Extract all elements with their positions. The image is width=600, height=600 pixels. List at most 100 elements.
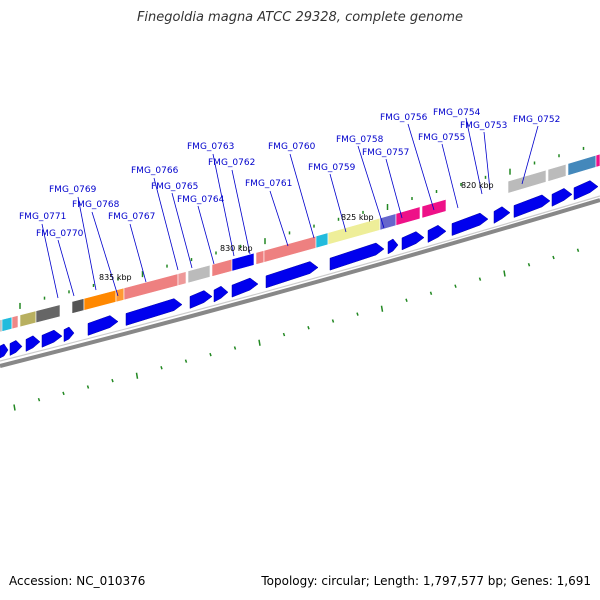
label-leader-line xyxy=(212,153,235,257)
label-leader-line xyxy=(153,177,179,271)
label-leader-line xyxy=(129,223,147,283)
feature-block xyxy=(567,154,597,176)
feature-block xyxy=(1,316,13,332)
label-leader-line xyxy=(357,145,385,229)
feature-block xyxy=(35,304,61,324)
feature-block xyxy=(123,273,179,301)
label-leader-line xyxy=(171,192,193,269)
label-leader-line xyxy=(91,211,119,297)
feature-block xyxy=(115,287,125,303)
genome-title: Finegoldia magna ATCC 29328, complete ge… xyxy=(136,10,464,25)
gene-arrow xyxy=(63,326,75,343)
gene-label[interactable]: FMG_0763 xyxy=(187,142,234,152)
gene-label[interactable]: FMG_0766 xyxy=(131,166,179,176)
label-leader-line xyxy=(385,158,403,219)
scale-tick xyxy=(552,255,555,260)
scale-tick xyxy=(576,248,580,252)
gene-label[interactable]: FMG_0769 xyxy=(49,185,97,195)
gene-label[interactable]: FMG_0764 xyxy=(177,195,225,205)
scale-tick xyxy=(380,305,384,312)
scale-tick xyxy=(405,298,408,302)
gene-label[interactable]: FMG_0760 xyxy=(268,142,316,152)
scale-tick xyxy=(331,319,335,323)
gene-arrow xyxy=(87,315,119,336)
scale-tick xyxy=(282,332,286,337)
feature-block xyxy=(595,153,600,168)
gene-label[interactable]: FMG_0762 xyxy=(208,158,255,168)
gene-arrow xyxy=(213,285,229,303)
gene-arrow-track xyxy=(0,180,599,359)
gene-label[interactable]: FMG_0768 xyxy=(72,200,120,210)
gene-label[interactable]: FMG_0756 xyxy=(380,113,428,123)
gene-label[interactable]: FMG_0752 xyxy=(513,115,560,125)
label-leader-line xyxy=(41,223,59,299)
gene-arrow xyxy=(551,188,573,207)
gene-label[interactable]: FMG_0755 xyxy=(418,133,465,143)
gene-label[interactable]: FMG_0759 xyxy=(308,163,356,173)
label-leader-line xyxy=(441,143,459,209)
gene-arrow xyxy=(513,194,551,218)
feature-block xyxy=(263,235,317,263)
feature-track xyxy=(0,153,600,333)
feature-block xyxy=(211,258,233,277)
gene-arrow xyxy=(41,329,63,348)
scale-tick xyxy=(135,372,139,379)
scale-tick xyxy=(13,404,16,411)
label-leader-line xyxy=(197,205,215,265)
scale-tick xyxy=(209,352,212,357)
feature-block xyxy=(177,271,187,287)
scale-labels: 835 kbp 830 kbp 825 kbp 820 kbp xyxy=(99,181,494,282)
gene-label[interactable]: FMG_0771 xyxy=(19,212,66,222)
gene-label[interactable]: FMG_0754 xyxy=(433,108,481,118)
gene-label[interactable]: FMG_0753 xyxy=(460,121,507,131)
scale-tick xyxy=(527,263,531,267)
feature-block xyxy=(231,252,255,272)
accession-text: Accession: NC_010376 xyxy=(9,574,146,588)
feature-block xyxy=(327,217,381,246)
scale-tick xyxy=(160,365,163,370)
scale-tick xyxy=(258,339,261,346)
gene-arrow xyxy=(427,224,447,243)
gene-label[interactable]: FMG_0757 xyxy=(362,148,409,158)
label-leader-line xyxy=(521,125,539,185)
gene-arrow xyxy=(329,242,385,271)
gene-label[interactable]: FMG_0758 xyxy=(336,135,384,145)
gene-label[interactable]: FMG_0761 xyxy=(245,179,292,189)
feature-block xyxy=(255,250,265,265)
gene-labels: FMG_0771 FMG_0770 FMG_0769 FMG_0768 FMG_… xyxy=(19,108,560,239)
scale-tick xyxy=(62,391,65,396)
label-leader-line xyxy=(329,173,347,233)
feature-block xyxy=(395,206,421,226)
label-leader-line xyxy=(407,123,435,211)
label-leader-line xyxy=(269,190,289,247)
gene-arrow xyxy=(189,290,213,309)
label-leader-line xyxy=(231,169,251,255)
gene-arrow xyxy=(125,298,183,326)
genome-summary: Topology: circular; Length: 1,797,577 bp… xyxy=(261,574,591,588)
label-leaders xyxy=(41,117,539,299)
scale-tick xyxy=(478,277,482,281)
feature-block xyxy=(547,163,567,182)
scale-tick xyxy=(454,284,457,288)
gene-arrow xyxy=(25,335,41,352)
label-leader-line xyxy=(57,239,75,297)
feature-block xyxy=(71,298,85,314)
scale-tick xyxy=(356,312,359,316)
gene-arrow xyxy=(0,343,9,359)
scale-tick xyxy=(111,378,114,383)
feature-block xyxy=(83,289,117,311)
feature-block xyxy=(187,264,211,284)
scale-tick xyxy=(184,359,188,363)
gene-label[interactable]: FMG_0767 xyxy=(108,212,155,222)
gene-arrow xyxy=(451,212,489,236)
scale-ticks xyxy=(13,146,585,411)
feature-block xyxy=(19,310,37,328)
scale-label: 830 kbp xyxy=(220,244,253,253)
gene-label[interactable]: FMG_0770 xyxy=(36,229,84,239)
gene-arrow xyxy=(387,238,399,255)
gene-arrow xyxy=(493,206,511,224)
scale-label: 835 kbp xyxy=(99,273,132,282)
scale-tick xyxy=(233,346,237,350)
gene-label[interactable]: FMG_0765 xyxy=(151,182,198,192)
